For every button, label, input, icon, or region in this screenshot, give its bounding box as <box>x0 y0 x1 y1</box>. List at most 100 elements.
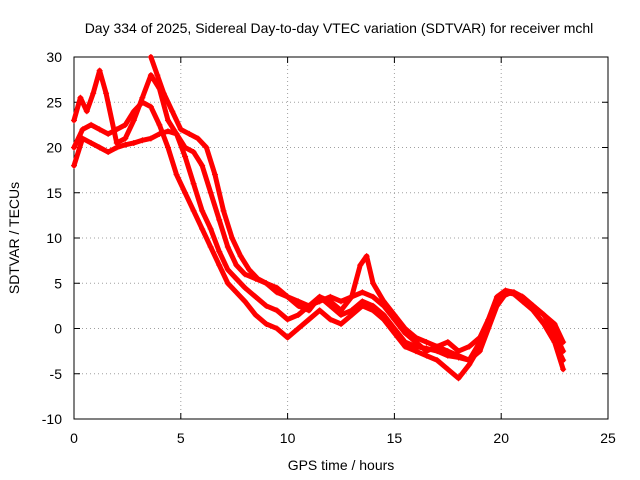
y-tick-label: 15 <box>46 185 62 201</box>
y-tick-label: 5 <box>54 275 62 291</box>
data-point <box>466 357 473 364</box>
y-tick-label: -10 <box>42 411 62 427</box>
data-point <box>455 375 462 382</box>
data-point <box>190 207 197 214</box>
data-point <box>412 339 419 346</box>
data-point <box>540 320 547 327</box>
data-point <box>130 117 137 124</box>
data-point <box>466 343 473 350</box>
data-point <box>295 325 302 332</box>
data-point <box>233 262 240 269</box>
data-point <box>199 225 206 232</box>
data-point <box>327 293 334 300</box>
data-point <box>182 189 189 196</box>
data-point <box>241 298 248 305</box>
data-point <box>237 253 244 260</box>
data-point <box>455 348 462 355</box>
data-point <box>173 130 180 137</box>
data-point <box>216 248 223 255</box>
data-point <box>380 302 387 309</box>
data-point <box>434 343 441 350</box>
data-point <box>169 108 176 115</box>
series-track-4 <box>147 54 567 373</box>
x-tick-label: 20 <box>493 430 509 446</box>
x-tick-label: 5 <box>177 430 185 446</box>
data-point <box>96 126 103 133</box>
data-point <box>199 207 206 214</box>
data-points <box>71 54 567 382</box>
data-point <box>402 330 409 337</box>
data-point <box>370 293 377 300</box>
data-point <box>530 307 537 314</box>
data-point <box>88 139 95 146</box>
data-point <box>190 149 197 156</box>
data-point <box>348 293 355 300</box>
data-point <box>233 289 240 296</box>
data-point <box>357 262 364 269</box>
data-point <box>77 94 84 101</box>
data-point <box>444 366 451 373</box>
data-point <box>216 262 223 269</box>
data-point <box>560 366 567 373</box>
data-point <box>423 339 430 346</box>
data-point <box>130 139 137 146</box>
data-point <box>96 144 103 151</box>
data-point <box>83 108 90 115</box>
x-tick-label: 25 <box>600 430 616 446</box>
data-point <box>273 325 280 332</box>
data-point <box>338 307 344 314</box>
data-point <box>122 121 129 128</box>
data-point <box>224 280 231 287</box>
data-point <box>444 348 451 355</box>
data-point <box>164 117 171 124</box>
data-point <box>305 302 312 309</box>
data-point <box>295 311 302 318</box>
data-point <box>273 307 280 314</box>
data-point <box>391 316 398 323</box>
y-tick-label: 10 <box>46 230 62 246</box>
data-point <box>182 144 189 151</box>
data-point <box>284 293 291 300</box>
data-point <box>113 139 120 146</box>
data-point <box>207 244 214 251</box>
data-point <box>139 94 146 101</box>
data-point <box>327 316 334 323</box>
data-point <box>316 298 323 305</box>
data-point <box>194 135 201 142</box>
data-point <box>359 302 366 309</box>
data-point <box>71 117 77 124</box>
data-point <box>147 54 154 60</box>
data-point <box>295 298 302 305</box>
data-point <box>551 320 558 327</box>
data-point <box>122 135 129 142</box>
data-point <box>252 311 259 318</box>
data-point <box>139 137 146 144</box>
data-point <box>370 280 377 287</box>
x-tick-label: 10 <box>280 430 296 446</box>
data-point <box>241 271 248 278</box>
data-point <box>252 293 259 300</box>
data-point <box>190 180 197 187</box>
data-point <box>156 121 163 128</box>
data-point <box>476 334 483 341</box>
data-point <box>560 339 567 346</box>
data-point <box>263 302 270 309</box>
y-tick-label: -5 <box>50 366 63 382</box>
data-point <box>423 348 430 355</box>
data-point <box>241 284 248 291</box>
series-track-1 <box>71 128 567 364</box>
y-tick-label: 0 <box>54 321 62 337</box>
data-point <box>186 130 193 137</box>
data-point <box>147 135 154 142</box>
data-point <box>284 334 291 341</box>
data-point <box>207 189 214 196</box>
data-point <box>79 126 86 133</box>
data-point <box>540 311 547 318</box>
data-point <box>71 162 77 169</box>
data-point <box>147 72 154 79</box>
data-point <box>173 171 180 178</box>
data-point <box>164 144 171 151</box>
data-point <box>177 126 184 133</box>
x-axis-label: GPS time / hours <box>288 457 395 473</box>
data-point <box>338 320 344 327</box>
